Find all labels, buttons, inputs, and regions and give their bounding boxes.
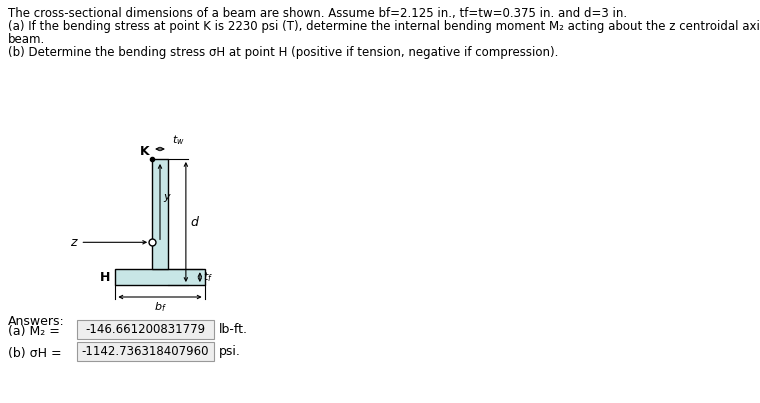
Text: H: H [100,271,110,284]
FancyBboxPatch shape [77,342,214,361]
FancyBboxPatch shape [77,320,214,339]
Bar [152,159,168,269]
Text: -146.661200831779: -146.661200831779 [85,323,205,336]
Text: $t_f$: $t_f$ [203,270,213,284]
Text: z: z [70,236,76,249]
Text: $b_f$: $b_f$ [154,300,166,314]
Text: $d$: $d$ [190,215,200,229]
Bar [116,269,204,285]
Text: lb-ft.: lb-ft. [219,323,248,336]
Text: K: K [140,145,149,158]
Text: y: y [163,192,169,202]
Text: (a) If the bending stress at point K is 2230 psi (T), determine the internal ben: (a) If the bending stress at point K is … [8,20,760,33]
Text: The cross-sectional dimensions of a beam are shown. Assume bf=2.125 in., tf=tw=0: The cross-sectional dimensions of a beam… [8,7,627,20]
Text: (b) σH =: (b) σH = [8,347,62,359]
Text: (b) Determine the bending stress σH at point H (positive if tension, negative if: (b) Determine the bending stress σH at p… [8,46,559,59]
Text: psi.: psi. [219,345,241,358]
Text: Answers:: Answers: [8,315,65,328]
Text: beam.: beam. [8,33,46,46]
Text: -1142.736318407960: -1142.736318407960 [82,345,209,358]
Text: (a) M₂ =: (a) M₂ = [8,324,60,337]
Text: $t_w$: $t_w$ [172,133,185,147]
